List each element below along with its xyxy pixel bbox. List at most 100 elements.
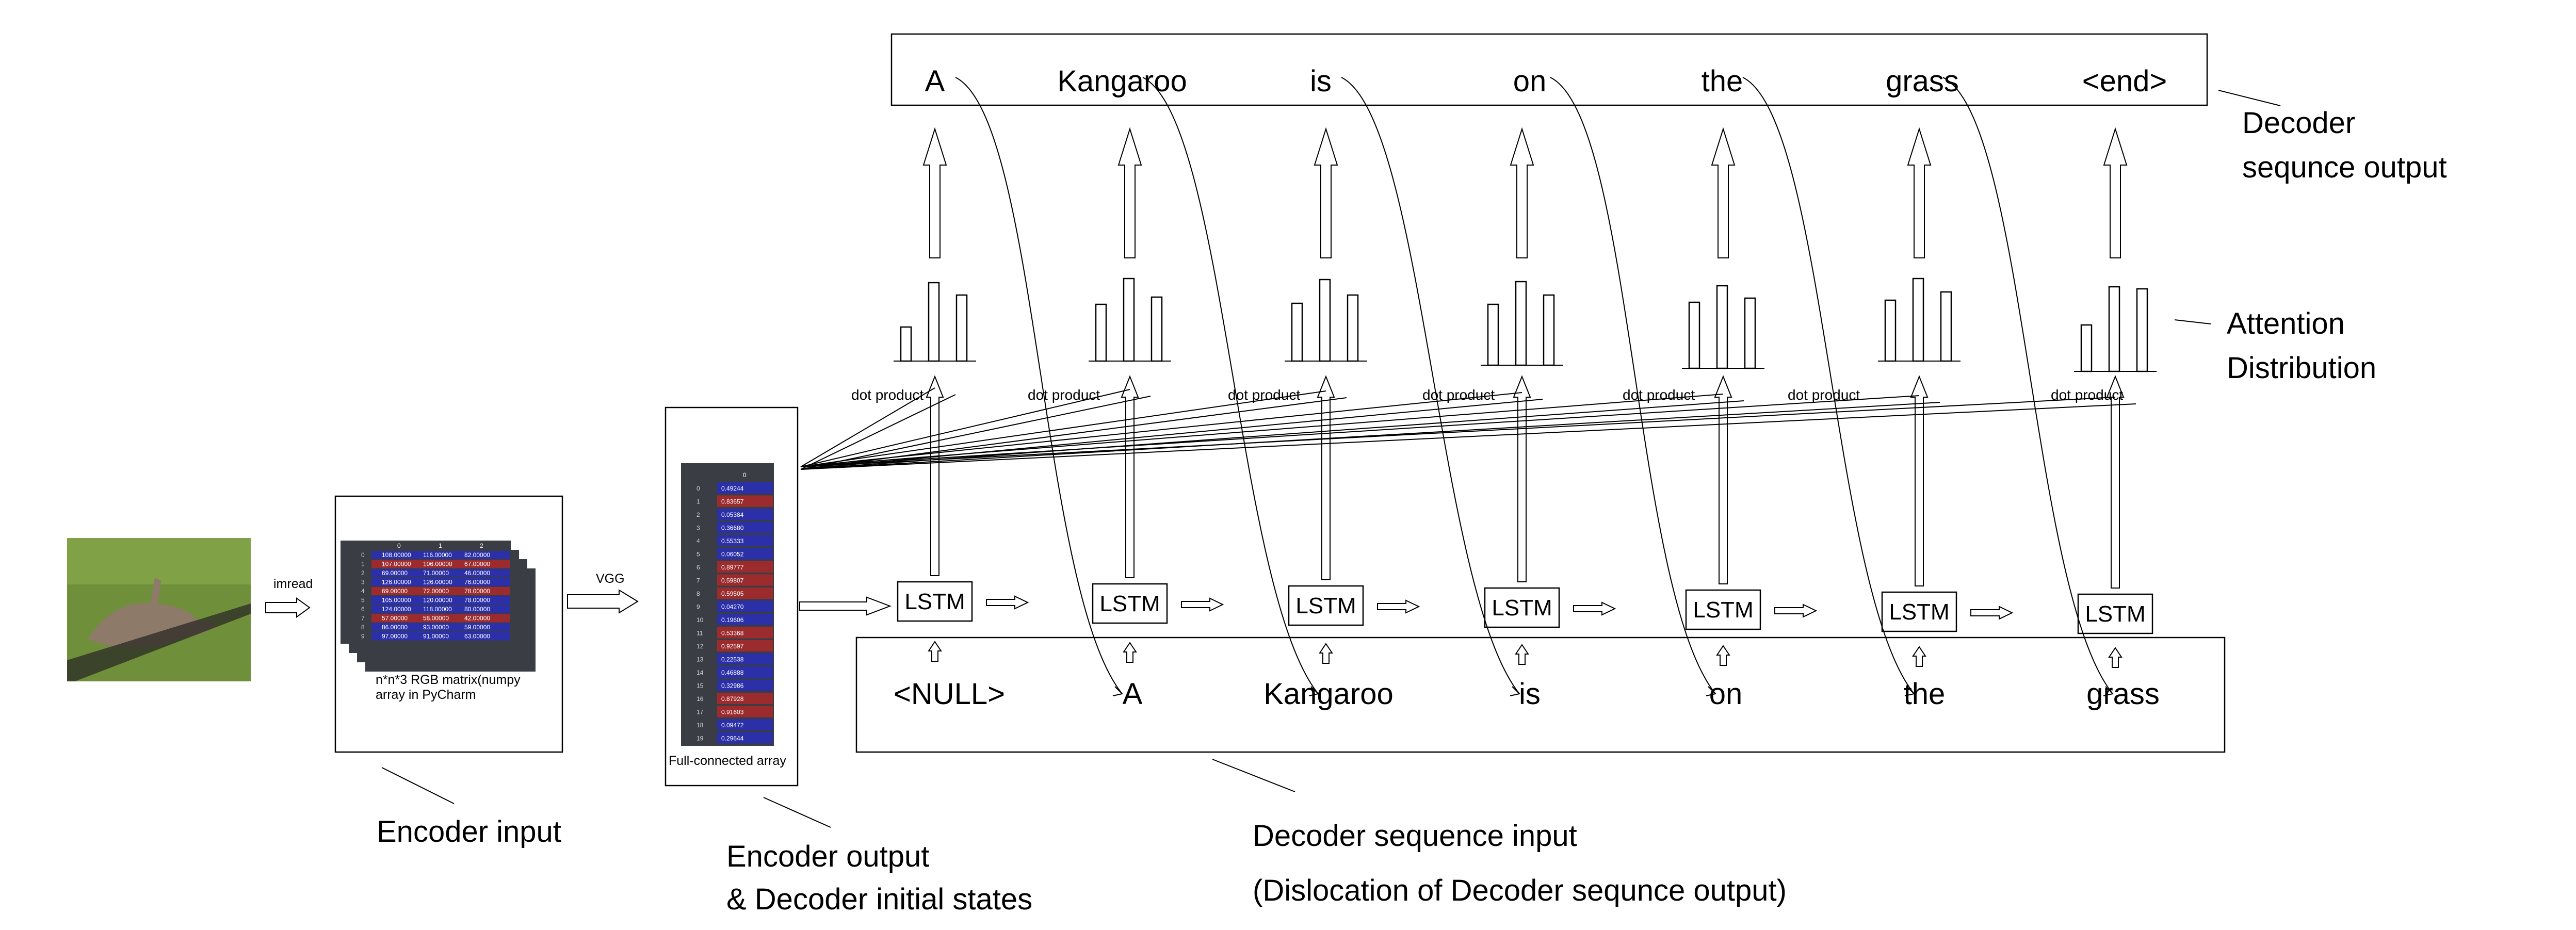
output-arrow bbox=[1117, 127, 1142, 258]
matrix-row-index: 7 bbox=[361, 615, 365, 622]
matrix-cell: 46.00000 bbox=[464, 569, 490, 577]
matrix-row-index: 1 bbox=[361, 561, 365, 568]
matrix-cell: 78.00000 bbox=[464, 597, 490, 604]
dislocation-arrowhead bbox=[2103, 686, 2114, 696]
fc-cell bbox=[717, 588, 773, 599]
matrix-cell: 71.00000 bbox=[423, 569, 449, 577]
attention-fan-line bbox=[800, 402, 1940, 470]
input-arrow bbox=[928, 641, 942, 662]
dislocation-arrowhead bbox=[1510, 686, 1520, 696]
fc-index: 14 bbox=[696, 669, 704, 676]
fc-index: 7 bbox=[696, 577, 700, 584]
matrix-cell: 106.00000 bbox=[423, 561, 452, 568]
fc-value: 0.53368 bbox=[721, 630, 744, 637]
attention-bar bbox=[1716, 285, 1728, 369]
matrix-cell: 86.00000 bbox=[382, 624, 408, 631]
attention-bar bbox=[1515, 281, 1527, 366]
fc-index: 16 bbox=[696, 695, 704, 703]
fc-index: 15 bbox=[696, 682, 704, 690]
attention-fan-line bbox=[800, 397, 2116, 467]
full-connected-array: 0 0 0.49244 1 0.83657 2 0.05384 3 0.36680 4 0.5533… bbox=[681, 463, 774, 746]
attention-fan-line bbox=[800, 395, 1920, 467]
attention-bar bbox=[1095, 303, 1107, 362]
attention-fan-line bbox=[800, 396, 1151, 470]
encoder-output-caption-line1: Encoder output bbox=[726, 840, 929, 873]
input-arrow bbox=[2108, 647, 2123, 668]
attention-fan-line bbox=[800, 394, 956, 470]
matrix-row bbox=[371, 551, 510, 559]
attention-fan-line bbox=[800, 392, 1522, 467]
input-arrow bbox=[1716, 645, 1730, 666]
matrix-header: 0 bbox=[397, 542, 401, 549]
decoder-columns: A <NULL> LSTM dot product Kangaroo A LSTM dot p… bbox=[851, 64, 2167, 711]
hidden-state-arrow bbox=[2106, 375, 2125, 589]
decoder-column: is Kangaroo LSTM dot product bbox=[1228, 64, 1420, 711]
fc-value: 0.36680 bbox=[721, 525, 744, 532]
lstm-box bbox=[1685, 589, 1761, 630]
decoder-input-box bbox=[855, 637, 2226, 753]
input-word: A bbox=[1123, 677, 1143, 711]
matrix-cell: 82.00000 bbox=[464, 551, 490, 559]
dot-product-label: dot product bbox=[1028, 387, 1100, 403]
encoder-output-caption-line2: & Decoder initial states bbox=[726, 883, 1032, 916]
hidden-state-arrow bbox=[926, 375, 944, 576]
fc-index: 19 bbox=[696, 735, 704, 742]
fc-value: 0.49244 bbox=[721, 485, 744, 492]
attention-caption-line2: Distribution bbox=[2227, 351, 2376, 385]
attention-bar bbox=[1487, 303, 1499, 366]
fc-index: 12 bbox=[696, 643, 704, 650]
output-arrow bbox=[1314, 127, 1338, 258]
fc-cell bbox=[717, 679, 773, 691]
attention-bar bbox=[1688, 301, 1700, 369]
output-arrow bbox=[1711, 127, 1736, 258]
fc-header: 0 bbox=[743, 471, 747, 479]
output-word: is bbox=[1310, 64, 1332, 98]
matrix-caption-line2: array in PyCharm bbox=[376, 688, 476, 702]
matrix-caption-line1: n*n*3 RGB matrix(numpy bbox=[376, 673, 521, 687]
lstm-label: LSTM bbox=[904, 589, 965, 614]
lstm-label: LSTM bbox=[1693, 597, 1753, 623]
matrix-row bbox=[371, 560, 510, 568]
attention-bar bbox=[928, 282, 940, 362]
lstm-box bbox=[1092, 583, 1168, 624]
decoder-input-pointer bbox=[1212, 759, 1295, 792]
fc-cell bbox=[717, 482, 773, 494]
vgg-arrow bbox=[567, 589, 639, 614]
fc-cell bbox=[717, 627, 773, 639]
attention-bar bbox=[955, 294, 968, 362]
fc-index: 9 bbox=[696, 603, 700, 611]
encoder-input-caption: Encoder input bbox=[377, 815, 561, 849]
vgg-label: VGG bbox=[596, 572, 625, 586]
dislocation-curve bbox=[1550, 77, 1716, 694]
output-arrow bbox=[1907, 127, 1932, 258]
fc-index: 1 bbox=[696, 498, 700, 505]
input-arrow bbox=[1912, 646, 1926, 667]
dislocation-curve bbox=[955, 77, 1123, 694]
output-word: A bbox=[925, 64, 945, 98]
imread-arrow bbox=[265, 597, 311, 618]
matrix-row bbox=[371, 623, 510, 631]
fc-to-lstm-arrow bbox=[799, 596, 892, 616]
encoder-input-pointer bbox=[381, 767, 455, 804]
input-arrow bbox=[1515, 644, 1529, 665]
output-word: the bbox=[1702, 64, 1743, 98]
fc-value: 0.19606 bbox=[721, 616, 744, 624]
lstm-chain-arrow bbox=[1774, 603, 1818, 618]
dislocation-curve bbox=[1142, 77, 1319, 694]
attention-caption-line1: Attention bbox=[2227, 307, 2345, 340]
attention-fan-line bbox=[800, 387, 935, 467]
input-word: grass bbox=[2086, 677, 2160, 711]
fc-cell bbox=[717, 653, 773, 665]
matrix-row-index: 4 bbox=[361, 588, 365, 595]
matrix-cell: 126.00000 bbox=[382, 579, 411, 586]
matrix-row bbox=[371, 605, 510, 613]
fc-value: 0.06052 bbox=[721, 551, 744, 558]
fc-cell bbox=[717, 706, 773, 717]
fc-value: 0.05384 bbox=[721, 511, 744, 518]
input-word: <NULL> bbox=[894, 677, 1005, 711]
fc-value: 0.46888 bbox=[721, 669, 744, 676]
attention-bar bbox=[2136, 288, 2148, 372]
matrix-cell: 93.00000 bbox=[423, 624, 449, 631]
matrix-cell: 63.00000 bbox=[464, 633, 490, 640]
